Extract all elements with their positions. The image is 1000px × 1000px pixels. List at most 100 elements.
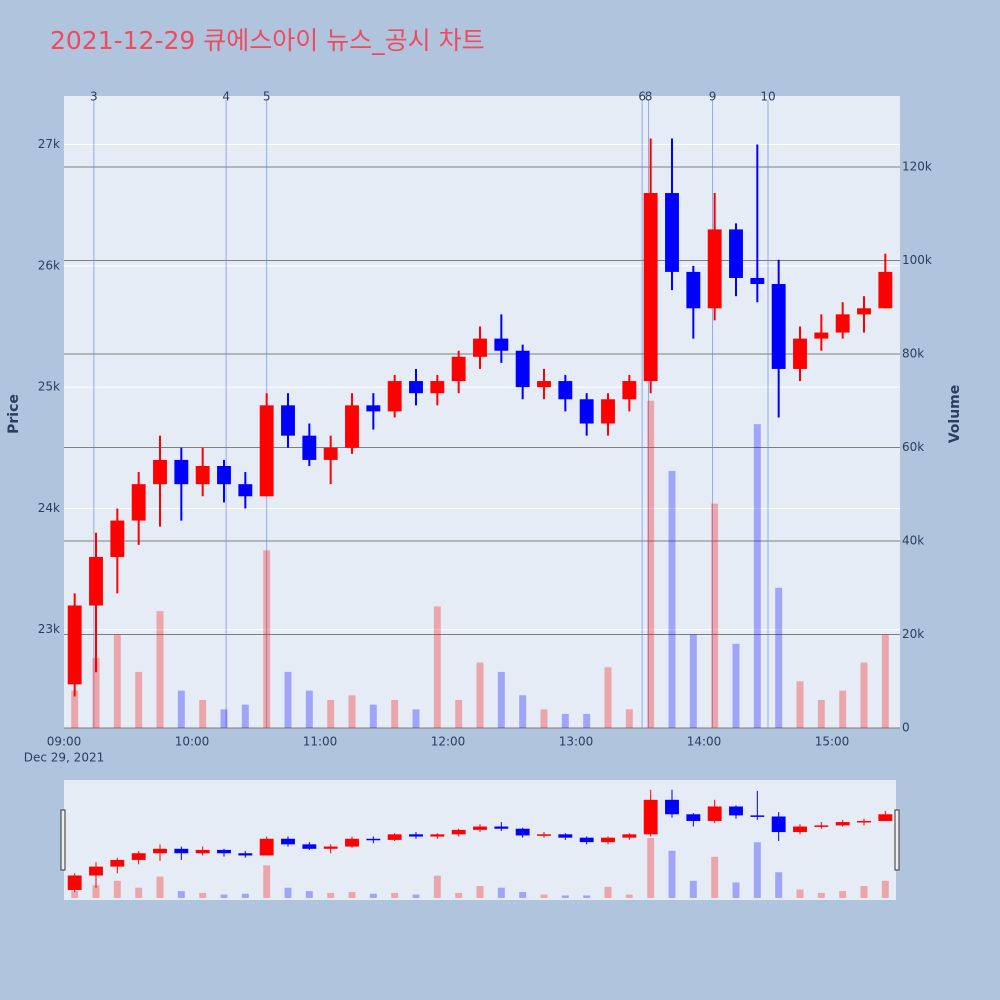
volume-bar (113, 634, 121, 728)
x-tick-label: 11:00 (303, 735, 338, 749)
volume-bar (412, 709, 420, 728)
volume-bar (817, 699, 825, 728)
mini-volume-bar (412, 894, 420, 898)
mini-candle-body (366, 838, 381, 841)
y2-tick-label: 0 (902, 721, 910, 735)
candle-body (622, 381, 637, 400)
volume-bar (604, 667, 612, 728)
volume-bar (391, 699, 399, 728)
mini-candle-body (238, 853, 253, 856)
candle-body (814, 332, 829, 339)
candle-body (494, 338, 509, 351)
volume-bar (519, 695, 527, 728)
candle-body (707, 229, 722, 309)
candle-body (174, 459, 189, 485)
mini-volume-bar (348, 891, 356, 898)
mini-volume-bar (327, 892, 335, 898)
candle-body (771, 284, 786, 369)
x-date-label: Dec 29, 2021 (24, 751, 104, 765)
volume-bar (92, 657, 100, 728)
mini-candle-body (579, 837, 594, 843)
mini-candle-body (835, 822, 850, 826)
volume-bar (199, 699, 207, 728)
candle-body (153, 459, 167, 485)
mini-candle-body (451, 829, 466, 835)
candle-body (515, 350, 530, 388)
mini-candle-body (174, 848, 189, 854)
candle-body (451, 356, 466, 382)
mini-candle-body (601, 837, 615, 843)
mini-candle-body (195, 849, 210, 854)
mini-volume-bar (796, 889, 804, 898)
volume-bar (220, 709, 228, 728)
mini-volume-bar (305, 891, 313, 898)
volume-bar (711, 503, 719, 728)
y2-tick-label: 20k (902, 627, 924, 641)
volume-bar (476, 662, 484, 728)
mini-volume-bar (625, 894, 633, 898)
y2-tick-label: 80k (902, 347, 924, 361)
volume-bar (241, 704, 249, 728)
mini-candle-body (387, 834, 402, 840)
news-label: 9 (709, 90, 717, 104)
mini-volume-bar (689, 880, 697, 898)
candle-body (302, 435, 317, 460)
mini-candle-body (857, 820, 871, 823)
volume-bar (369, 704, 377, 728)
y-tick-label: 26k (38, 258, 60, 272)
mini-volume-bar (775, 872, 783, 898)
y-tick-label: 27k (38, 137, 60, 151)
mini-volume-bar (604, 886, 612, 898)
mini-volume-bar (817, 892, 825, 898)
volume-bar (284, 671, 292, 728)
volume-bar (583, 713, 591, 728)
volume-bar (839, 690, 847, 728)
mini-candle-body (281, 838, 295, 845)
chart-title: 2021-12-29 큐에스아이 뉴스_공시 차트 (50, 26, 485, 55)
mini-volume-bar (647, 837, 655, 898)
mini-volume-bar (135, 887, 143, 898)
mini-candle-body (515, 828, 530, 836)
candle-body (558, 381, 573, 400)
candle-body (643, 193, 658, 382)
mini-volume-bar (241, 893, 249, 898)
x-tick-label: 09:00 (47, 735, 82, 749)
mini-candle-body (131, 853, 146, 860)
volume-bar (561, 713, 569, 728)
mini-volume-bar (711, 856, 719, 898)
x-tick-label: 10:00 (175, 735, 210, 749)
volume-bar (689, 634, 697, 728)
candle-body (473, 338, 487, 357)
range-handle[interactable] (894, 809, 900, 871)
news-label: 3 (90, 90, 98, 104)
volume-bar (263, 550, 271, 728)
mini-candle-body (665, 799, 679, 815)
volume-bar (860, 662, 868, 728)
volume-bar (327, 699, 335, 728)
candle-body (131, 484, 146, 521)
candle-body (665, 193, 679, 272)
mini-volume-bar (433, 875, 441, 898)
volume-bar (156, 611, 164, 728)
mini-volume-bar (497, 887, 505, 898)
volume-bar (433, 606, 441, 728)
mini-candle-body (430, 834, 445, 837)
volume-bar (135, 671, 143, 728)
y-tick-label: 23k (38, 622, 60, 636)
y-tick-label: 24k (38, 501, 60, 515)
volume-bar (497, 671, 505, 728)
mini-volume-bar (263, 865, 271, 898)
mini-volume-bar (881, 880, 889, 898)
range-handle[interactable] (60, 809, 66, 871)
range-slider[interactable] (64, 780, 896, 900)
candle-body (537, 381, 551, 388)
plot-area (64, 96, 900, 728)
mini-candle-body (110, 859, 125, 867)
volume-bar (753, 424, 761, 728)
mini-volume-bar (561, 895, 569, 898)
candle-body (750, 277, 765, 285)
mini-volume-bar (156, 876, 164, 898)
mini-candle-body (259, 838, 274, 856)
mini-candle-body (153, 848, 167, 854)
mini-volume-bar (476, 885, 484, 898)
